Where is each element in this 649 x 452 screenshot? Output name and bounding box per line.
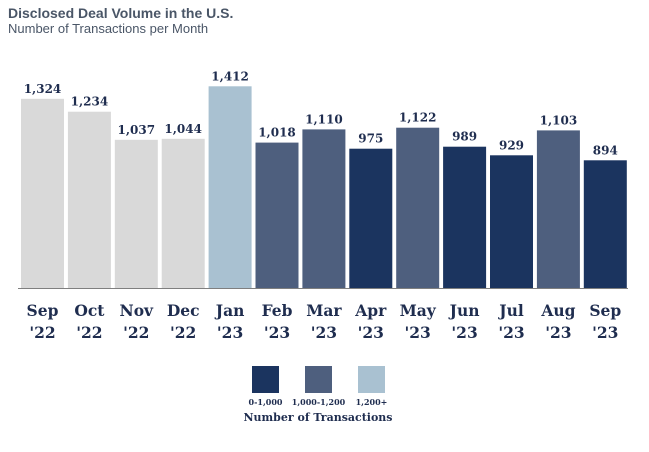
legend-swatch [252, 366, 279, 393]
x-tick-label: Mar [306, 301, 342, 320]
x-tick-label: '23 [311, 323, 337, 342]
data-label: 1,122 [399, 111, 437, 125]
data-label: 1,037 [118, 123, 156, 137]
x-tick-label: Feb [262, 301, 293, 320]
x-tick-label: Jan [214, 301, 245, 320]
legend-label: 1,000-1,200 [292, 397, 346, 407]
data-label: 1,103 [540, 113, 578, 127]
data-label: 1,018 [258, 126, 296, 140]
bar [114, 139, 158, 288]
x-tick-label: '23 [592, 323, 618, 342]
data-label: 1,110 [305, 112, 343, 126]
bar [161, 138, 205, 288]
x-tick-label: '22 [29, 323, 55, 342]
data-label: 894 [593, 143, 618, 157]
bar [536, 130, 580, 288]
legend-label: 1,200+ [356, 397, 388, 407]
x-tick-label: '23 [451, 323, 477, 342]
bar [67, 111, 111, 288]
bar [208, 86, 252, 288]
x-tick-label: '23 [545, 323, 571, 342]
x-tick-label: Jul [497, 301, 524, 320]
bar [349, 148, 393, 288]
x-tick-label: Sep [27, 301, 59, 320]
chart-subtitle: Number of Transactions per Month [8, 21, 209, 36]
x-tick-label: '22 [76, 323, 102, 342]
data-label: 1,412 [211, 69, 249, 83]
x-tick-label: '23 [217, 323, 243, 342]
x-tick-label: '22 [123, 323, 149, 342]
bar [443, 146, 487, 288]
x-tick-label: '23 [264, 323, 290, 342]
x-tick-label: '23 [498, 323, 524, 342]
x-tick-label: Nov [120, 301, 155, 320]
legend-label: 0-1,000 [249, 397, 283, 407]
x-tick-label: Oct [74, 301, 105, 320]
legend-swatch [358, 366, 385, 393]
x-tick-label: '23 [358, 323, 384, 342]
data-label: 1,044 [164, 122, 202, 136]
x-tick-label: Aug [540, 301, 575, 320]
legend: 0-1,000 1,000-1,200 1,200+ Number of Transa… [243, 366, 393, 424]
bar [21, 98, 64, 288]
bar [490, 155, 533, 288]
x-tick-label: '22 [170, 323, 196, 342]
bar [302, 129, 346, 288]
legend-swatch [305, 366, 332, 393]
x-tick-label: Jun [448, 301, 480, 320]
x-tick-label: Sep [589, 301, 621, 320]
bar [255, 142, 299, 288]
x-tick-label: '23 [405, 323, 431, 342]
data-label: 1,234 [71, 95, 109, 109]
x-tick-label: Dec [167, 301, 200, 320]
data-label: 1,324 [24, 82, 62, 96]
chart-title: Disclosed Deal Volume in the U.S. [8, 5, 234, 21]
data-label: 989 [452, 130, 477, 144]
bar [396, 127, 440, 288]
data-label: 929 [499, 138, 524, 152]
legend-title: Number of Transactions [243, 411, 392, 424]
data-label: 975 [358, 132, 383, 146]
bar [583, 160, 627, 288]
x-tick-label: Apr [354, 301, 387, 320]
x-tick-label: May [400, 301, 437, 320]
